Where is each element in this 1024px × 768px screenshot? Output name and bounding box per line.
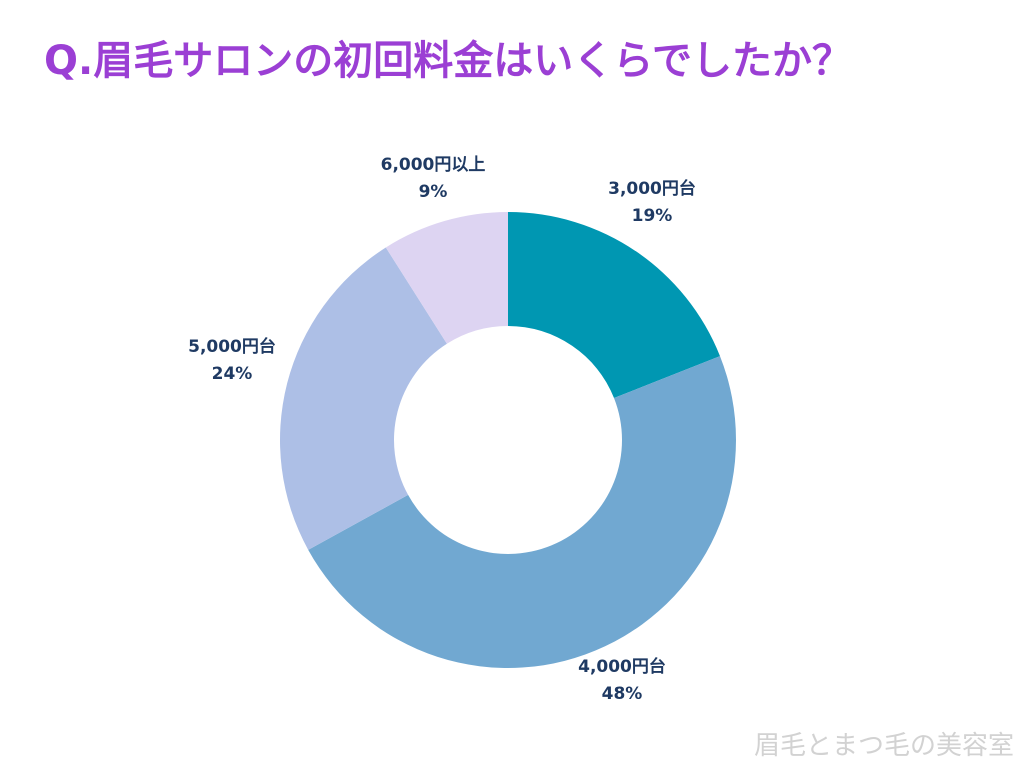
slice-value-label-4: 9%	[419, 182, 448, 202]
slice-value-label-2: 48%	[602, 684, 643, 704]
slice-2	[308, 356, 736, 668]
donut-slices	[280, 212, 736, 668]
slice-labels: 3,000円台 19% 4,000円台 48% 5,000円台 24% 6,000円以上 9%	[188, 155, 696, 704]
slice-value-label-3: 24%	[212, 364, 253, 384]
slice-category-label-1: 3,000円台	[608, 178, 696, 199]
slice-1	[508, 212, 720, 399]
slice-category-label-4: 6,000円以上	[381, 155, 486, 175]
slice-4	[385, 212, 508, 344]
slice-value-label-1: 19%	[632, 206, 673, 226]
slice-category-label-2: 4,000円台	[578, 656, 666, 677]
slice-3	[280, 247, 447, 550]
slice-category-label-3: 5,000円台	[188, 336, 276, 357]
chart-title: Q.眉毛サロンの初回料金はいくらでしたか？	[44, 38, 852, 84]
watermark: 眉毛とまつ毛の美容室	[753, 731, 1014, 761]
